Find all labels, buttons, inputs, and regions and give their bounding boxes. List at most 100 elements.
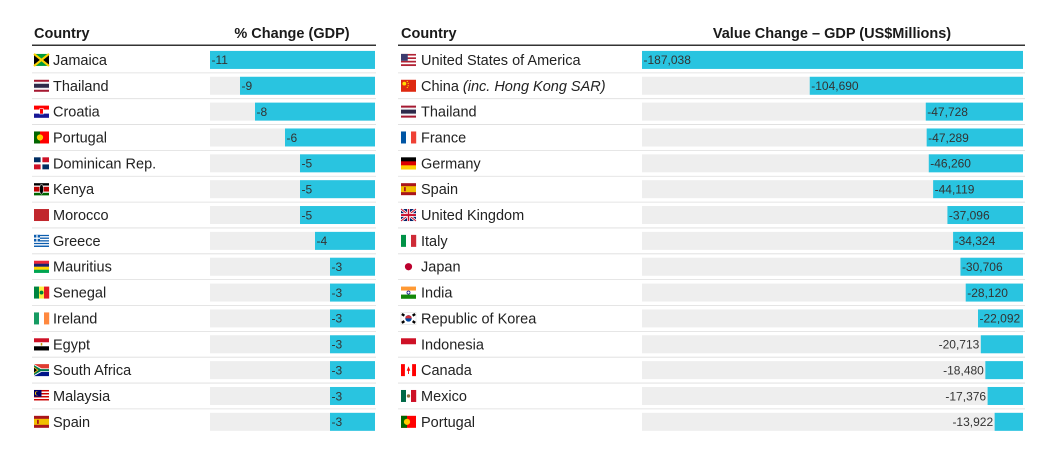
jamaica-flag-icon [33,53,50,67]
data-label: -11 [212,53,229,67]
spain-flag-icon [401,183,416,196]
bar [925,102,1023,121]
indonesia-flag-icon [401,338,416,351]
table-row: Kenya -5 [32,180,376,203]
bar [330,412,375,431]
spain-flag-icon [34,415,49,428]
data-label: -5 [302,182,313,196]
bar [330,257,375,276]
portugal-flag-icon [34,131,49,144]
bar-track [642,386,1023,405]
bar [240,76,375,95]
bar-track [642,309,1023,328]
table-row: Senegal -3 [32,283,376,306]
country-name: Kenya [53,182,95,198]
country-name: Thailand [421,105,477,121]
data-label: -30,706 [962,260,1003,274]
thailand-flag-icon [401,105,416,118]
data-label: -13,922 [952,415,993,429]
bar [809,76,1023,95]
thailand-flag-icon [34,79,49,92]
data-label: -3 [332,363,343,377]
country-name: Senegal [53,286,106,302]
bar [985,361,1023,380]
bar [933,180,1023,199]
bar [980,335,1023,354]
data-label: -104,690 [811,79,859,93]
data-label: -3 [332,260,343,274]
country-name: Thailand [53,79,109,95]
table-row: Mauritius -3 [32,257,376,281]
dominican-republic-flag-icon [34,157,49,170]
bar [315,231,375,250]
country-name: Egypt [53,337,90,353]
mauritius-flag-icon [34,260,49,273]
table-row: South Africa -3 [32,361,376,384]
data-label: -3 [332,312,343,326]
country-name: Spain [421,182,458,198]
bar [255,102,375,121]
table-row: Dominican Rep. -5 [32,154,376,177]
bar [210,50,375,69]
country-name: United States of America [421,53,582,69]
data-label: -47,289 [928,131,969,145]
bar-track [642,283,1023,302]
table-row: Republic of Korea -22,092 [398,309,1025,332]
country-name-suffix: (inc. Hong Kong SAR) [459,79,606,95]
bar-track [642,154,1023,173]
portugal-flag-icon [401,415,416,428]
bar [947,206,1023,225]
table-row: Malaysia -3 [32,386,376,410]
table-row: Jamaica -11 [32,50,376,74]
table-row: Mexico -17,376 [398,386,1025,410]
bar [965,283,1023,302]
data-label: -37,096 [949,208,990,222]
country-name: Indonesia [421,337,485,353]
country-name: China (inc. Hong Kong SAR) [421,79,606,95]
table-row: Italy -34,324 [398,231,1025,255]
bar [960,257,1023,276]
table-row: Egypt -3 [32,335,376,358]
germany-flag-icon [401,157,416,170]
data-label: -34,324 [955,234,996,248]
data-label: -5 [302,157,313,171]
croatia-flag-icon [34,105,49,118]
table-row: Morocco -5 [32,206,376,229]
table-row: Thailand -47,728 [398,102,1025,125]
bar [926,128,1023,147]
table-row: Germany -46,260 [398,154,1025,177]
country-name: Malaysia [53,389,111,405]
mexico-flag-icon [401,389,417,402]
data-label: -4 [317,234,328,248]
country-name: India [421,286,453,302]
malaysia-flag-icon [34,389,49,403]
south-africa-flag-icon [34,364,49,377]
greece-flag-icon [34,234,49,247]
bar [300,154,375,173]
data-label: -46,260 [930,157,971,171]
table-row: Portugal -13,922 [401,412,1023,431]
bar [300,206,375,225]
senegal-flag-icon [34,286,50,299]
data-label: -8 [257,105,268,119]
data-label: -3 [332,286,343,300]
header-rule [32,44,376,46]
table-row: Croatia -8 [32,102,376,125]
data-label: -20,713 [939,338,980,352]
bar-track [642,412,1023,431]
country-name: Portugal [421,415,475,431]
table-row: China (inc. Hong Kong SAR) -104,690 [398,76,1025,100]
bar-track [642,335,1023,354]
italy-flag-icon [401,234,417,247]
uk-flag-icon [400,208,417,223]
table-row: France -47,289 [398,128,1025,151]
table-row: Canada -18,480 [398,361,1025,384]
data-label: -187,038 [644,53,692,67]
country-name: Morocco [53,208,109,224]
country-column-header: Country [401,26,457,42]
france-flag-icon [401,131,417,144]
kenya-flag-icon [34,183,49,196]
data-label: -18,480 [943,363,984,377]
table-row: United States of America -187,038 [398,50,1025,74]
